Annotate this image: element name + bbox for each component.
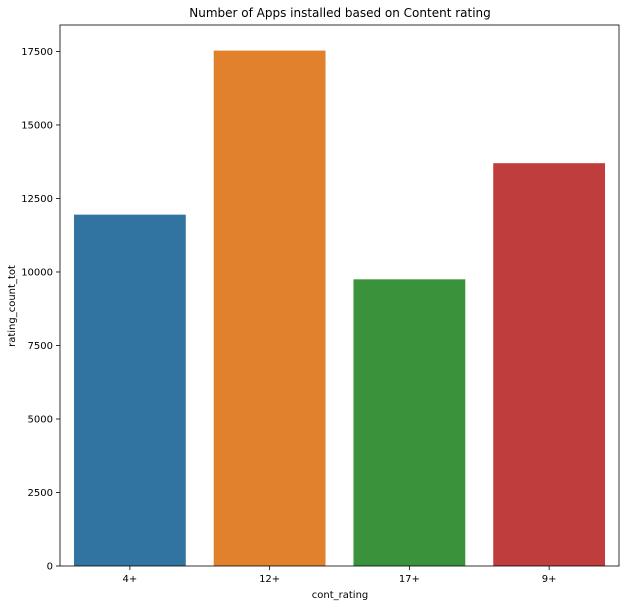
y-tick-label: 0 xyxy=(47,562,53,573)
y-tick-label: 5000 xyxy=(28,414,53,425)
bar-17+ xyxy=(353,279,466,566)
chart-title: Number of Apps installed based on Conten… xyxy=(189,6,491,20)
x-tick-label: 17+ xyxy=(399,574,420,585)
y-tick-label: 15000 xyxy=(21,120,53,131)
bars-group xyxy=(73,50,606,566)
y-tick-label: 12500 xyxy=(21,194,53,205)
y-tick-label: 10000 xyxy=(21,267,53,278)
x-axis: 4+ 12+ 17+ 9+ xyxy=(123,566,557,585)
bar-12+ xyxy=(213,50,326,566)
y-tick-label: 2500 xyxy=(28,488,53,499)
y-axis: 0 2500 5000 7500 10000 12500 15000 17500 xyxy=(21,47,60,573)
plot-area-frame xyxy=(59,24,620,567)
x-tick-label: 12+ xyxy=(259,574,280,585)
y-axis-label: rating_count_tot xyxy=(7,265,18,347)
y-tick-label: 7500 xyxy=(28,341,53,352)
bar-9+ xyxy=(493,163,606,566)
x-axis-label: cont_rating xyxy=(312,590,369,601)
bar-4+ xyxy=(73,214,186,566)
x-tick-label: 9+ xyxy=(542,574,557,585)
y-tick-label: 17500 xyxy=(21,47,53,58)
x-tick-label: 4+ xyxy=(123,574,138,585)
